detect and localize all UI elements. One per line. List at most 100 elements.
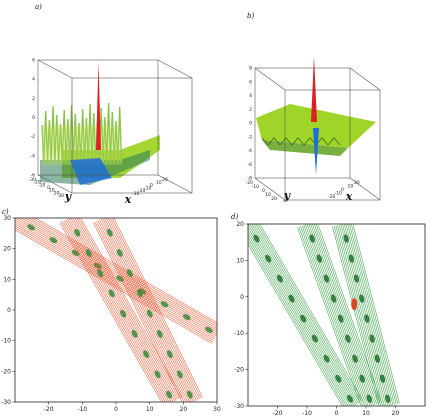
band-2-contour — [350, 224, 399, 404]
band-2-contour — [104, 218, 196, 402]
band-0-core — [27, 224, 36, 231]
panel-d-label: d) — [231, 213, 238, 221]
surface-sheet-edge — [262, 140, 348, 156]
band-1-contour — [72, 218, 177, 401]
band-1-contour — [297, 227, 362, 406]
panel-d-contour: d) -20 -10 0 10 20 20 10 0 -10 -20 -30 — [231, 213, 426, 417]
band-0-core — [288, 294, 295, 303]
band-1-core — [309, 234, 316, 243]
band-2-contour — [338, 224, 387, 406]
surface-peak — [96, 62, 101, 150]
band-1-contour — [67, 218, 172, 402]
y-tick-label: -10 — [234, 330, 244, 337]
band-1-contour — [305, 224, 371, 406]
x-tick-label: -10 — [335, 191, 342, 197]
z-tick-label: 4 — [32, 77, 35, 83]
x-tick-label: -10 — [302, 410, 312, 417]
surface-dip — [313, 128, 319, 175]
x-tick-label: -10 — [144, 185, 151, 191]
x-tick-label: -20 — [328, 194, 335, 200]
x-axis-label: x — [124, 193, 132, 206]
band-1-core — [352, 354, 358, 363]
band-0-contour — [248, 233, 349, 406]
band-0-contour — [253, 224, 359, 404]
y-tick-label: 20 — [3, 246, 11, 253]
box-front-frame — [37, 59, 159, 176]
band-2-core — [379, 374, 386, 383]
z-tick-label: 2 — [249, 107, 252, 113]
band-1-core — [359, 374, 365, 383]
box-edge-2 — [254, 177, 286, 201]
box-edge-3 — [157, 174, 193, 194]
z-tick-label: -2 — [31, 134, 36, 140]
z-tick-label: 4 — [249, 93, 252, 99]
y-tick-label: -30 — [1, 399, 11, 406]
band-2-core — [176, 370, 183, 379]
x-tick-label: 10 — [362, 410, 370, 417]
band-0-contour — [17, 218, 217, 333]
box-back-frame — [284, 89, 381, 201]
z-tick-label: 0 — [32, 115, 35, 121]
y-tick-label: -10 — [1, 338, 11, 345]
z-tick-label: 6 — [249, 79, 252, 85]
band-1-contour — [300, 226, 365, 406]
band-2-contour — [107, 218, 199, 400]
band-1-contour — [313, 224, 379, 404]
band-0-contour — [248, 226, 353, 406]
band-0-core — [335, 374, 342, 383]
band-1-contour — [78, 218, 181, 398]
band-2-contour — [109, 218, 200, 400]
band-2-core — [126, 269, 133, 278]
x-tick-label: 20 — [180, 406, 188, 413]
x-tick-label: -20 — [44, 406, 54, 413]
band-1-core — [108, 289, 115, 298]
band-2-core — [146, 309, 153, 318]
band-0-contour — [249, 224, 356, 406]
box-edge-1 — [157, 59, 193, 79]
x-tick-label: 20 — [392, 410, 400, 417]
y-tick-label: 20 — [236, 221, 244, 228]
y-tick-label: -30 — [29, 177, 36, 183]
panel-a-surface: a) -6-4-2024620100-10-20-30-30-20-100102… — [29, 3, 193, 206]
band-2-contour — [352, 224, 400, 404]
y-tick-label: -20 — [234, 367, 244, 374]
band-0-contour — [248, 236, 347, 406]
band-0-core — [205, 326, 213, 333]
band-0-contour — [257, 224, 362, 402]
surface-peak — [311, 56, 317, 122]
y-tick-label: -10 — [252, 184, 259, 190]
band-1-contour — [65, 219, 170, 402]
z-tick-label: 8 — [249, 66, 252, 72]
band-2-core — [359, 294, 365, 303]
band-0-contour — [15, 221, 216, 338]
plot-area — [248, 224, 400, 406]
band-1-core — [131, 330, 138, 338]
box-front-frame — [254, 67, 351, 179]
band-1-core — [323, 274, 330, 283]
band-1-contour — [312, 224, 377, 405]
band-2-contour — [333, 226, 382, 406]
band-2-contour — [332, 226, 380, 406]
surface-spikes — [41, 102, 123, 164]
panel-c-contour: c) -20 -10 0 10 20 30 30 20 10 0 -10 -20 -30 — [1, 208, 221, 413]
y-tick-label: 10 — [49, 188, 55, 194]
z-tick-label: 6 — [32, 58, 35, 64]
x-tick-label: 20 — [162, 177, 168, 183]
x-tick-label: -20 — [273, 410, 283, 417]
y-tick-label: 20 — [54, 190, 60, 196]
y-tick-label: 0 — [7, 307, 11, 314]
x-tick-label: -20 — [138, 188, 145, 194]
z-tick-label: -4 — [248, 148, 253, 154]
peak-marker — [351, 298, 358, 311]
band-0-contour — [15, 225, 214, 341]
y-tick-label: 20 — [271, 196, 277, 202]
band-0-contour — [248, 240, 345, 406]
y-tick-label: 10 — [236, 257, 244, 264]
band-1-contour — [70, 218, 175, 402]
band-1-core — [165, 390, 173, 399]
box-edge-3 — [349, 177, 381, 201]
x-tick-label: -10 — [77, 406, 87, 413]
band-2-core — [166, 350, 173, 359]
box-edge-2 — [37, 174, 73, 194]
